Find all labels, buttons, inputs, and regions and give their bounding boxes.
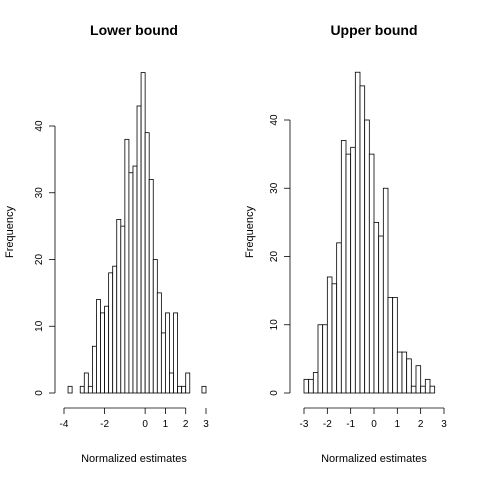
lower-bound-bar bbox=[169, 372, 174, 394]
upper-bound-bar bbox=[364, 119, 370, 394]
lower-bound-bar bbox=[104, 305, 110, 394]
upper-bound-bar bbox=[326, 276, 333, 394]
upper-bound-y-tick-label: 10 bbox=[269, 319, 280, 331]
lower-bound-x-tick-label: 1 bbox=[163, 419, 169, 430]
upper-bound-bar bbox=[340, 140, 347, 394]
lower-bound-x-tick-label: -4 bbox=[60, 419, 69, 430]
lower-bound-bar bbox=[79, 385, 85, 394]
upper-bound-bar bbox=[429, 385, 436, 394]
lower-bound-x-tick-label: 0 bbox=[142, 419, 148, 430]
lower-bound-bar bbox=[140, 72, 146, 394]
lower-bound-bar bbox=[108, 272, 114, 394]
upper-bound-bar bbox=[401, 351, 408, 394]
upper-bound-bar bbox=[420, 385, 426, 394]
lower-bound-bar bbox=[87, 385, 93, 394]
upper-bound-y-tick-label: 30 bbox=[269, 182, 280, 194]
upper-bound-bars bbox=[303, 71, 436, 394]
lower-bound-bar bbox=[177, 385, 183, 394]
lower-bound-bar bbox=[124, 138, 130, 394]
upper-bound-x-axis-label: Normalized estimates bbox=[321, 453, 427, 465]
lower-bound-bar bbox=[173, 312, 179, 394]
upper-bound-y-tick-label: 0 bbox=[269, 390, 280, 396]
upper-bound-panel: Upper bound Normalized estimates Frequen… bbox=[244, 22, 447, 465]
lower-bound-panel: Lower bound Normalized estimates Frequen… bbox=[4, 22, 209, 465]
upper-bound-bar bbox=[410, 385, 417, 394]
upper-bound-x-tick-label: 0 bbox=[371, 419, 377, 430]
upper-bound-bar bbox=[331, 283, 338, 394]
upper-bound-bar bbox=[368, 153, 375, 394]
upper-bound-bar bbox=[336, 242, 342, 394]
lower-bound-bar bbox=[96, 299, 101, 394]
lower-bound-x-axis: -4 -2 0 2 1 3 bbox=[60, 407, 209, 430]
lower-bound-bar bbox=[67, 385, 73, 394]
upper-bound-bar bbox=[303, 378, 310, 394]
upper-bound-bar bbox=[373, 221, 380, 394]
upper-bound-bar bbox=[317, 324, 324, 394]
lower-bound-bars bbox=[67, 72, 207, 394]
lower-bound-y-tick-label: 40 bbox=[34, 120, 45, 132]
lower-bound-y-axis-label: Frequency bbox=[4, 206, 16, 258]
lower-bound-bar bbox=[152, 259, 158, 394]
lower-bound-bar bbox=[116, 219, 122, 394]
upper-bound-bar bbox=[406, 358, 412, 394]
upper-bound-bar bbox=[359, 85, 366, 394]
lower-bound-bar bbox=[144, 132, 150, 394]
upper-bound-x-tick-label: 3 bbox=[441, 419, 447, 430]
lower-bound-bar bbox=[201, 385, 207, 394]
upper-bound-x-tick-label: 1 bbox=[395, 419, 401, 430]
lower-bound-bar bbox=[165, 312, 170, 394]
upper-bound-bar bbox=[387, 297, 394, 394]
lower-bound-bar bbox=[185, 372, 191, 394]
upper-bound-x-tick-label: -3 bbox=[300, 419, 309, 430]
upper-bound-bar bbox=[354, 71, 361, 394]
lower-bound-bar bbox=[120, 225, 126, 394]
upper-bound-bar bbox=[322, 324, 328, 394]
upper-bound-y-axis: 0 10 20 30 40 bbox=[269, 114, 291, 396]
lower-bound-bar bbox=[181, 385, 187, 394]
lower-bound-y-tick-label: 20 bbox=[34, 254, 45, 266]
lower-bound-bar bbox=[92, 345, 97, 394]
lower-bound-x-tick-label: 2 bbox=[183, 419, 189, 430]
upper-bound-x-tick-label: -1 bbox=[346, 419, 355, 430]
upper-bound-title: Upper bound bbox=[330, 22, 417, 38]
upper-bound-bar bbox=[345, 153, 352, 394]
upper-bound-x-tick-label: -2 bbox=[323, 419, 332, 430]
lower-bound-y-axis: 0 10 20 30 40 bbox=[34, 120, 56, 396]
upper-bound-x-tick-label: 2 bbox=[418, 419, 424, 430]
lower-bound-bar bbox=[132, 165, 138, 394]
lower-bound-x-axis-label: Normalized estimates bbox=[81, 453, 187, 465]
lower-bound-y-tick-label: 10 bbox=[34, 320, 45, 332]
lower-bound-x-tick-label: 3 bbox=[203, 419, 209, 430]
upper-bound-bar bbox=[415, 365, 422, 394]
lower-bound-bar bbox=[128, 172, 134, 394]
lower-bound-y-tick-label: 0 bbox=[34, 390, 45, 396]
lower-bound-bar bbox=[148, 178, 154, 394]
upper-bound-bar bbox=[378, 235, 384, 394]
lower-bound-bar bbox=[156, 292, 162, 394]
upper-bound-bar bbox=[350, 146, 356, 394]
lower-bound-bar bbox=[112, 265, 118, 394]
lower-bound-bar bbox=[100, 312, 105, 394]
lower-bound-x-tick-label: -2 bbox=[100, 419, 109, 430]
lower-bound-bar bbox=[160, 332, 166, 394]
upper-bound-bar bbox=[312, 372, 319, 394]
upper-bound-bar bbox=[392, 297, 398, 394]
upper-bound-bar bbox=[308, 378, 314, 394]
lower-bound-title: Lower bound bbox=[90, 22, 178, 38]
lower-bound-bar bbox=[83, 372, 89, 394]
upper-bound-x-axis: -3 -2 -1 0 1 2 3 bbox=[300, 407, 447, 430]
upper-bound-y-axis-label: Frequency bbox=[244, 206, 256, 258]
upper-bound-bar bbox=[382, 187, 389, 394]
upper-bound-y-tick-label: 20 bbox=[269, 251, 280, 263]
upper-bound-bar bbox=[396, 351, 403, 394]
lower-bound-y-tick-label: 30 bbox=[34, 187, 45, 199]
upper-bound-bar bbox=[424, 378, 431, 394]
lower-bound-bar bbox=[136, 105, 142, 394]
upper-bound-y-tick-label: 40 bbox=[269, 114, 280, 126]
